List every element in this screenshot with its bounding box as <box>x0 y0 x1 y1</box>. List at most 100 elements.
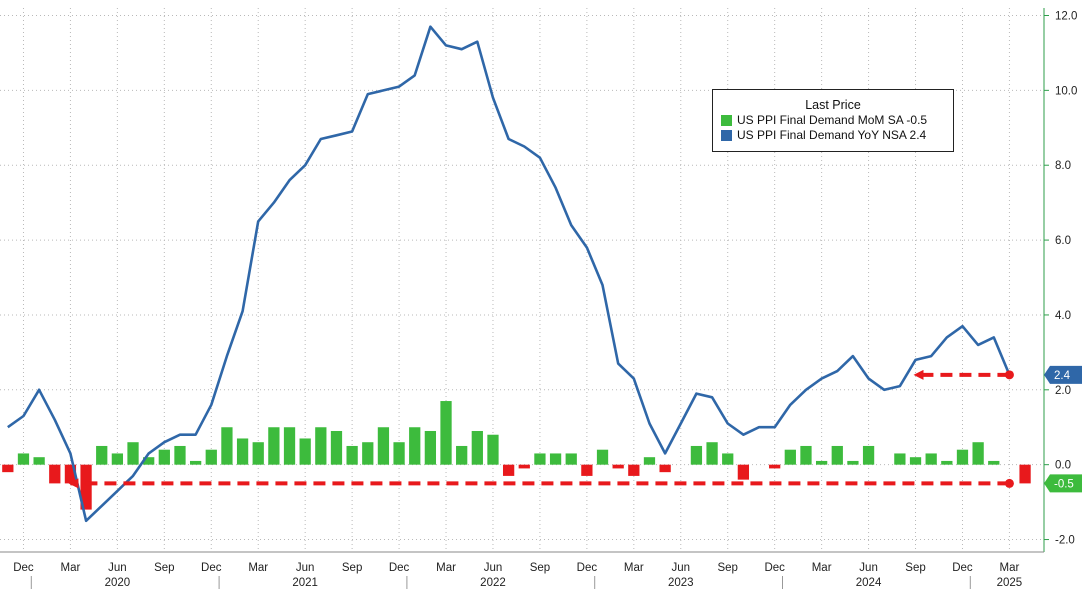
legend-swatch-yoy <box>721 129 732 141</box>
y-tick-label: 8.0 <box>1055 160 1071 172</box>
mom-bar <box>847 460 859 465</box>
x-month-label: Dec <box>952 562 973 574</box>
mom-bar <box>988 460 1000 465</box>
mom-bar <box>205 449 217 465</box>
x-year-label: 2024 <box>856 577 882 589</box>
x-month-label: Dec <box>13 562 34 574</box>
annotations <box>68 369 1014 489</box>
mom-bar <box>831 445 843 465</box>
mom-bar <box>377 427 390 465</box>
mom-bar <box>659 464 671 473</box>
mom-bar <box>941 460 953 465</box>
x-month-label: Dec <box>577 562 598 574</box>
mom-bar <box>565 453 577 465</box>
y-tick-label: 2.0 <box>1055 385 1071 397</box>
mom-bar <box>909 457 922 465</box>
mom-bar <box>737 464 750 480</box>
x-month-label: Dec <box>764 562 785 574</box>
mom-bar <box>487 434 499 465</box>
mom-bar <box>440 401 452 465</box>
x-month-label: Dec <box>201 562 222 574</box>
mom-bar <box>64 464 77 484</box>
mom-bar <box>2 464 14 473</box>
y-tick-label: -2.0 <box>1055 535 1075 547</box>
mom-bar <box>894 453 906 465</box>
mom-bar <box>1019 464 1031 484</box>
legend-label-yoy: US PPI Final Demand YoY NSA 2.4 <box>737 128 927 142</box>
mom-bar <box>189 460 202 465</box>
x-month-label: Jun <box>108 562 127 574</box>
mom-bar <box>690 445 703 465</box>
x-month-label: Jun <box>672 562 691 574</box>
mom-bar <box>784 449 796 465</box>
x-year-label: 2023 <box>668 577 694 589</box>
mom-bar <box>456 445 468 465</box>
mom-bar <box>299 438 311 465</box>
x-month-label: Sep <box>154 562 174 574</box>
mom-bar <box>315 427 327 465</box>
x-month-label: Mar <box>61 562 81 574</box>
mom-bar <box>346 445 358 465</box>
mom-bar <box>236 438 249 465</box>
y-tick-label: 4.0 <box>1055 310 1071 322</box>
mom-bar <box>49 464 61 484</box>
x-month-label: Sep <box>342 562 362 574</box>
mom-bar <box>862 445 875 465</box>
x-month-label: Mar <box>624 562 644 574</box>
y-tick-label: 12.0 <box>1055 10 1077 22</box>
mom-bar <box>268 427 280 465</box>
x-month-label: Mar <box>248 562 268 574</box>
mom-bar <box>96 445 108 465</box>
mom-bar <box>925 453 937 465</box>
mom-bar <box>221 427 233 465</box>
yoy-line-layer <box>7 25 1011 523</box>
grid <box>0 8 1044 552</box>
x-month-label: Jun <box>296 562 315 574</box>
mom-bar <box>471 430 483 465</box>
mom-bar <box>581 464 593 476</box>
mom-bar <box>111 453 124 465</box>
legend: Last Price US PPI Final Demand MoM SA -0… <box>712 89 954 152</box>
legend-entry-mom: US PPI Final Demand MoM SA -0.5 <box>721 113 953 127</box>
x-month-label: Sep <box>905 562 925 574</box>
mom-bar <box>549 453 562 465</box>
x-year-label: 2021 <box>292 577 318 589</box>
mom-bar <box>158 449 170 465</box>
mom-bar <box>17 453 30 465</box>
x-month-label: Sep <box>530 562 550 574</box>
mom-bar <box>393 442 405 465</box>
mom-bar <box>628 464 640 476</box>
mom-bar <box>612 464 624 469</box>
mom-bar <box>972 442 984 465</box>
mom-bar <box>252 442 264 465</box>
last-value-tag: -0.5 <box>1044 474 1082 493</box>
mom-bar <box>330 430 343 465</box>
mom-bar <box>174 445 186 465</box>
x-month-label: Mar <box>812 562 832 574</box>
y-tick-label: 0.0 <box>1055 460 1071 472</box>
mom-bar <box>518 464 530 469</box>
mom-bar <box>722 453 734 465</box>
yoy-line <box>7 25 1011 523</box>
mom-bar <box>362 442 374 465</box>
mom-bar <box>502 464 515 476</box>
mom-bar <box>80 464 92 510</box>
x-month-label: Jun <box>859 562 878 574</box>
last-value-tag: 2.4 <box>1044 365 1082 384</box>
mom-bar <box>706 442 718 465</box>
last-value-label: -0.5 <box>1054 478 1074 490</box>
y-tick-label: 6.0 <box>1055 235 1071 247</box>
mom-bar <box>815 460 828 465</box>
mom-bar <box>596 449 609 465</box>
x-month-label: Dec <box>389 562 410 574</box>
mom-bar <box>409 427 421 465</box>
legend-entry-yoy: US PPI Final Demand YoY NSA 2.4 <box>721 128 953 142</box>
x-month-label: Mar <box>436 562 456 574</box>
mom-bar <box>769 464 781 469</box>
mom-bar <box>534 453 546 465</box>
last-value-label: 2.4 <box>1054 370 1071 382</box>
mom-bar <box>283 427 296 465</box>
mom-bar <box>33 457 45 465</box>
